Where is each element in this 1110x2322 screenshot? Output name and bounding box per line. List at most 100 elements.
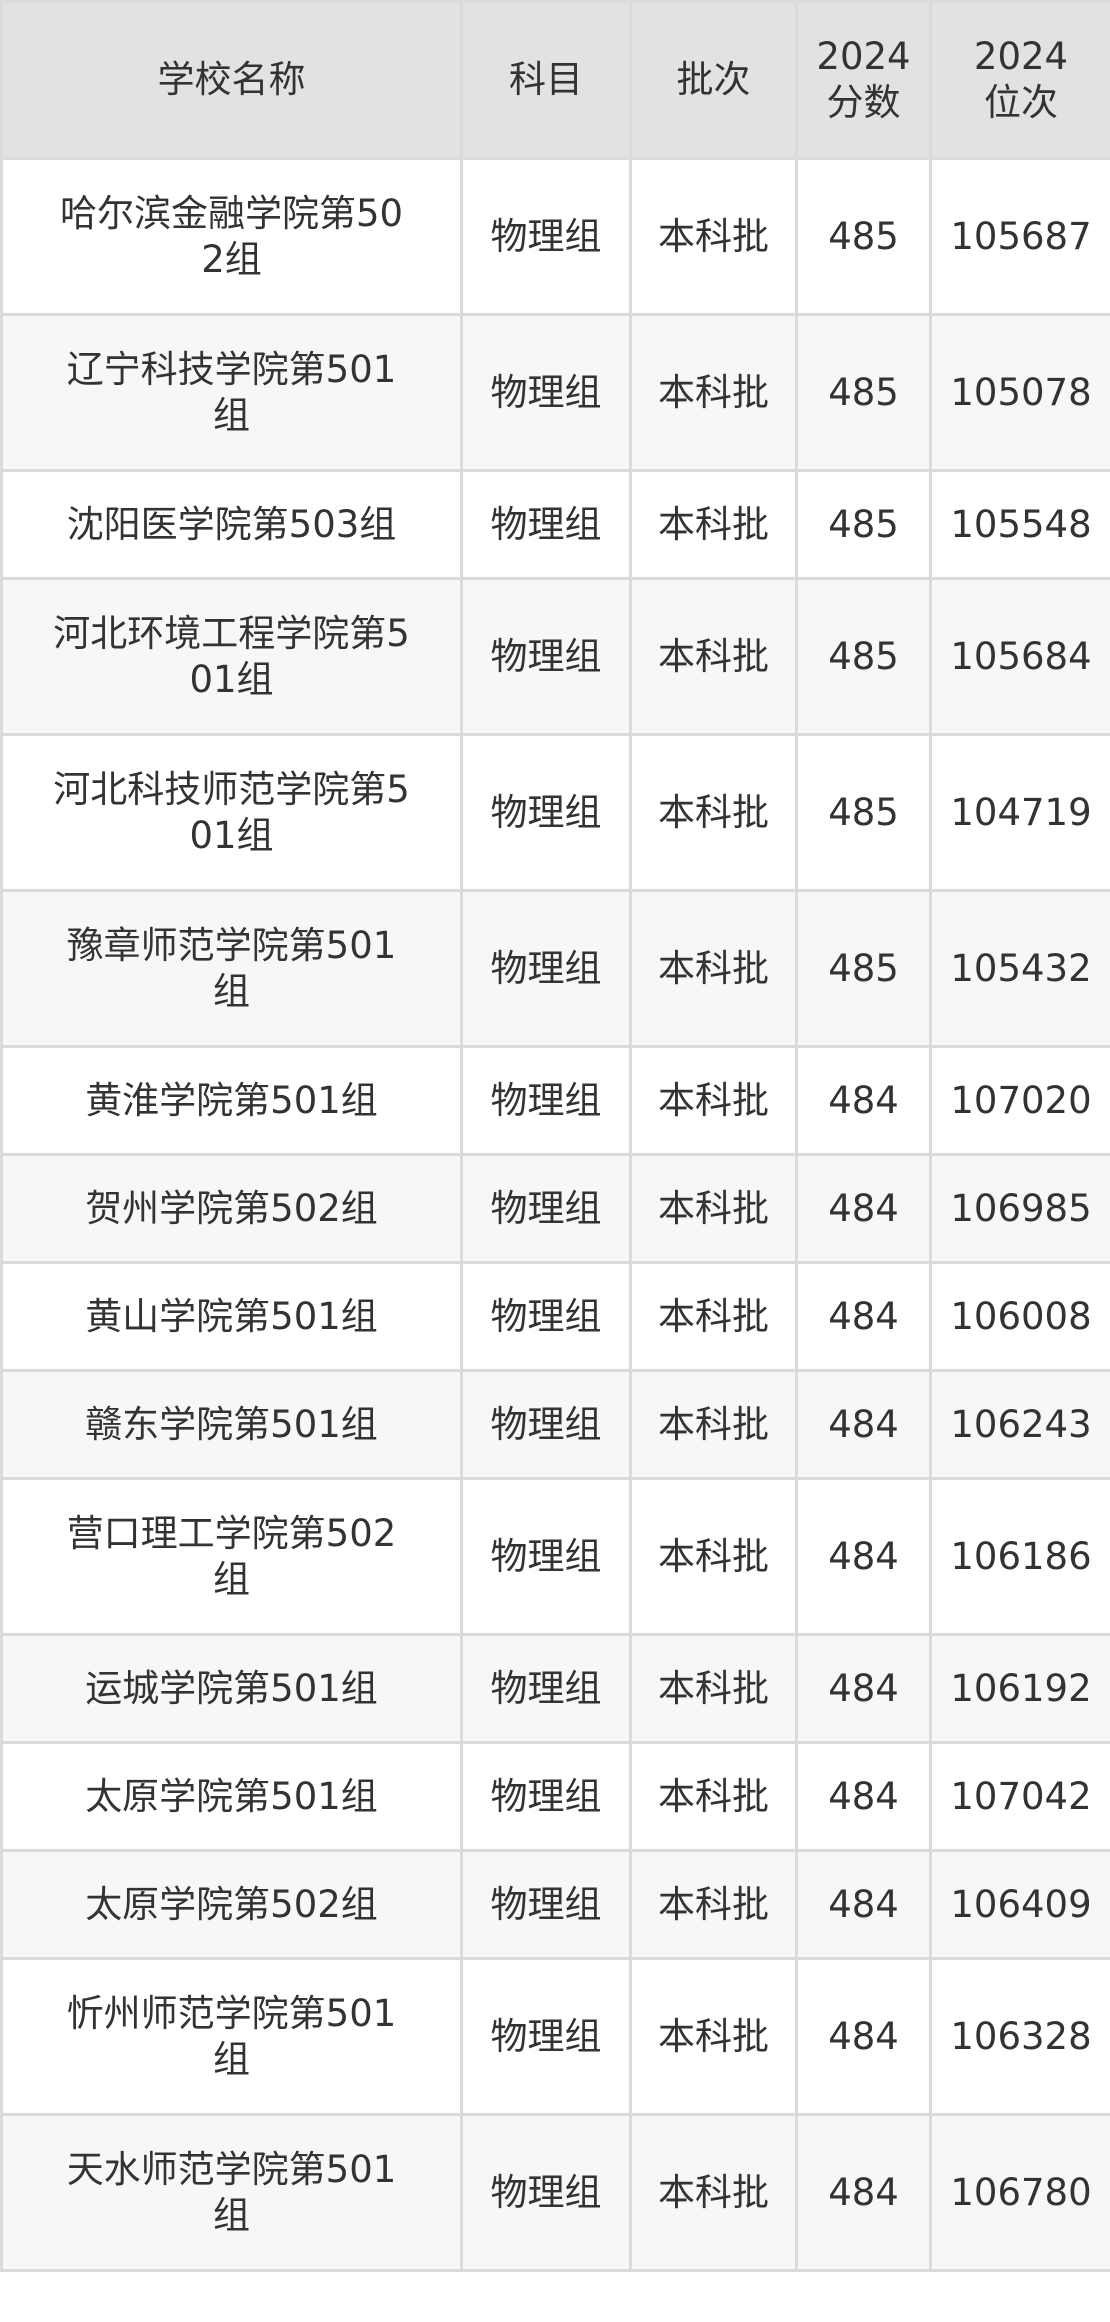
school-name-line: 赣东学院第501组 xyxy=(85,1402,378,1446)
school-name-cell: 营口理工学院第502 组 xyxy=(0,1477,463,1636)
score-cell: 484 xyxy=(795,1045,932,1156)
table-header-row: 学校名称 科目 批次 2024 分数 2024 位次 xyxy=(0,0,1110,160)
batch-cell: 本科批 xyxy=(629,1957,798,2116)
subject-cell: 物理组 xyxy=(460,469,632,580)
header-subject: 科目 xyxy=(460,0,632,160)
batch-cell: 本科批 xyxy=(629,1477,798,1636)
school-name-line: 运城学院第501组 xyxy=(85,1666,378,1710)
rank-cell: 105687 xyxy=(929,157,1110,316)
school-name-cell: 贺州学院第502组 xyxy=(0,1153,463,1264)
subject-cell: 物理组 xyxy=(460,1153,632,1264)
school-name-line: 营口理工学院第502 xyxy=(66,1511,397,1555)
school-name-line: 哈尔滨金融学院第50 xyxy=(59,191,404,235)
score-cell: 484 xyxy=(795,1153,932,1264)
table-row: 天水师范学院第501 组物理组 本科批 484 106780 xyxy=(0,2113,1110,2272)
rank-cell: 107020 xyxy=(929,1045,1110,1156)
school-name-cell: 天水师范学院第501 组 xyxy=(0,2113,463,2272)
subject-cell: 物理组 xyxy=(460,1477,632,1636)
rank-cell: 106008 xyxy=(929,1261,1110,1372)
subject-cell: 物理组 xyxy=(460,577,632,736)
table-row: 贺州学院第502组 物理组 本科批 484 106985 xyxy=(0,1153,1110,1264)
score-cell: 484 xyxy=(795,1633,932,1744)
score-cell: 484 xyxy=(795,1741,932,1852)
school-name-line: 2组 xyxy=(201,237,262,281)
school-name-line: 01组 xyxy=(189,813,274,857)
school-name-cell: 忻州师范学院第501 组 xyxy=(0,1957,463,2116)
header-rank-line: 位次 xyxy=(984,81,1058,124)
batch-cell: 本科批 xyxy=(629,469,798,580)
school-name-line: 组 xyxy=(213,393,250,437)
score-cell: 485 xyxy=(795,157,932,316)
school-name-cell: 哈尔滨金融学院第50 2组 xyxy=(0,157,463,316)
school-name-line: 河北环境工程学院第5 xyxy=(53,611,410,655)
header-score-line: 分数 xyxy=(826,81,901,124)
table-row: 黄山学院第501组 物理组 本科批 484 106008 xyxy=(0,1261,1110,1372)
subject-cell: 物理组 xyxy=(460,1633,632,1744)
score-cell: 484 xyxy=(795,2113,932,2272)
batch-cell: 本科批 xyxy=(629,157,798,316)
score-cell: 485 xyxy=(795,733,932,892)
rank-cell: 105432 xyxy=(929,889,1110,1048)
school-name-line: 沈阳医学院第503组 xyxy=(66,502,397,546)
batch-cell: 本科批 xyxy=(629,1045,798,1156)
score-cell: 484 xyxy=(795,1957,932,2116)
school-name-cell: 河北环境工程学院第5 01组 xyxy=(0,577,463,736)
batch-cell: 本科批 xyxy=(629,889,798,1048)
table-row: 太原学院第501组 物理组 本科批 484 107042 xyxy=(0,1741,1110,1852)
school-name-cell: 赣东学院第501组 xyxy=(0,1369,463,1480)
school-name-cell: 黄山学院第501组 xyxy=(0,1261,463,1372)
rank-cell: 106409 xyxy=(929,1849,1110,1960)
table-row: 河北科技师范学院第5 01组 物理组 本科批 485 104719 xyxy=(0,733,1110,892)
score-cell: 485 xyxy=(795,577,932,736)
header-rank: 2024 位次 xyxy=(929,0,1110,160)
rank-cell: 105684 xyxy=(929,577,1110,736)
school-name-line: 豫章师范学院第501 xyxy=(66,923,397,967)
admission-score-table: 学校名称 科目 批次 2024 分数 2024 位次 哈尔滨金融学院第50 2组 物理组… xyxy=(0,0,1110,2272)
subject-cell: 物理组 xyxy=(460,1261,632,1372)
score-cell: 485 xyxy=(795,313,932,472)
school-name-line: 辽宁科技学院第501 xyxy=(66,347,397,391)
batch-cell: 本科批 xyxy=(629,313,798,472)
school-name-cell: 运城学院第501组 xyxy=(0,1633,463,1744)
table-row: 辽宁科技学院第501 组物理组 本科批 485 105078 xyxy=(0,313,1110,472)
score-cell: 484 xyxy=(795,1477,932,1636)
school-name-line: 贺州学院第502组 xyxy=(85,1186,378,1230)
batch-cell: 本科批 xyxy=(629,733,798,892)
rank-cell: 106985 xyxy=(929,1153,1110,1264)
batch-cell: 本科批 xyxy=(629,1741,798,1852)
table-row: 运城学院第501组 物理组 本科批 484 106192 xyxy=(0,1633,1110,1744)
score-cell: 484 xyxy=(795,1261,932,1372)
school-name-line: 组 xyxy=(213,1557,250,1601)
rank-cell: 104719 xyxy=(929,733,1110,892)
school-name-line: 河北科技师范学院第5 xyxy=(53,767,410,811)
header-school-name: 学校名称 xyxy=(0,0,463,160)
school-name-line: 黄山学院第501组 xyxy=(85,1294,378,1338)
school-name-line: 太原学院第502组 xyxy=(85,1882,378,1926)
school-name-line: 组 xyxy=(213,969,250,1013)
school-name-line: 天水师范学院第501 xyxy=(66,2147,397,2191)
header-rank-line: 2024 xyxy=(973,35,1069,78)
subject-cell: 物理组 xyxy=(460,1957,632,2116)
table-row: 沈阳医学院第503组 物理组 本科批 485 105548 xyxy=(0,469,1110,580)
school-name-cell: 太原学院第501组 xyxy=(0,1741,463,1852)
header-score-line: 2024 xyxy=(816,35,911,78)
subject-cell: 物理组 xyxy=(460,1369,632,1480)
batch-cell: 本科批 xyxy=(629,1849,798,1960)
school-name-cell: 黄淮学院第501组 xyxy=(0,1045,463,1156)
table-row: 黄淮学院第501组 物理组 本科批 484 107020 xyxy=(0,1045,1110,1156)
table-row: 忻州师范学院第501 组物理组 本科批 484 106328 xyxy=(0,1957,1110,2116)
header-batch: 批次 xyxy=(629,0,798,160)
school-name-cell: 辽宁科技学院第501 组 xyxy=(0,313,463,472)
table-row: 河北环境工程学院第5 01组 物理组 本科批 485 105684 xyxy=(0,577,1110,736)
batch-cell: 本科批 xyxy=(629,2113,798,2272)
subject-cell: 物理组 xyxy=(460,889,632,1048)
score-cell: 485 xyxy=(795,889,932,1048)
subject-cell: 物理组 xyxy=(460,157,632,316)
rank-cell: 106780 xyxy=(929,2113,1110,2272)
subject-cell: 物理组 xyxy=(460,1741,632,1852)
school-name-cell: 太原学院第502组 xyxy=(0,1849,463,1960)
header-score: 2024 分数 xyxy=(795,0,932,160)
table-row: 营口理工学院第502 组物理组 本科批 484 106186 xyxy=(0,1477,1110,1636)
batch-cell: 本科批 xyxy=(629,1261,798,1372)
rank-cell: 105078 xyxy=(929,313,1110,472)
